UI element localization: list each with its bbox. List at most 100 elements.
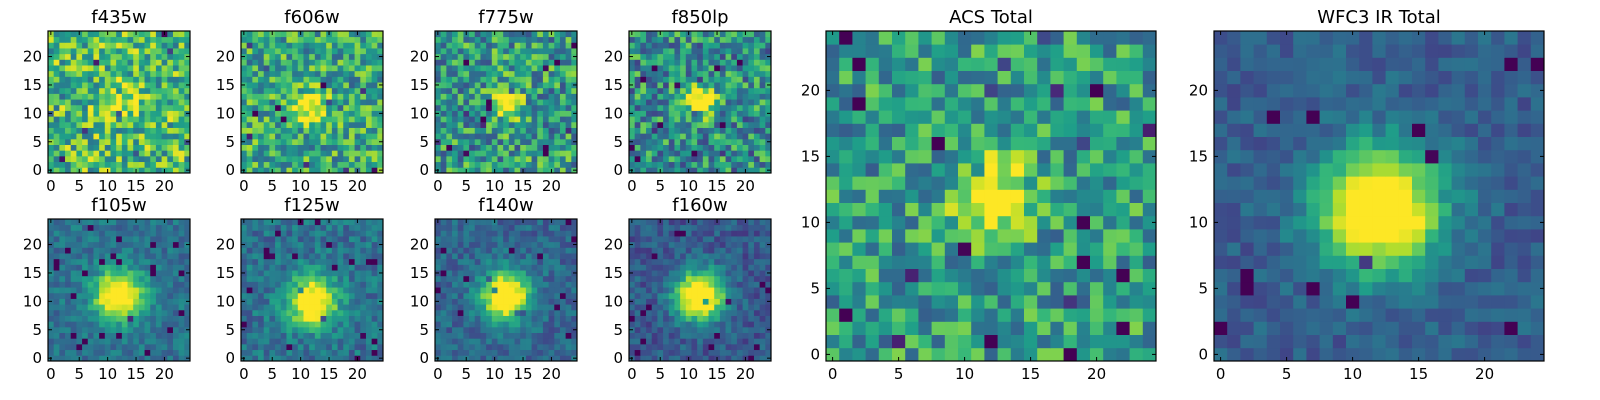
heatmap-cell: [691, 99, 698, 106]
heatmap-cell: [360, 292, 367, 299]
heatmap-cell: [138, 355, 145, 362]
heatmap-cell: [184, 264, 191, 271]
heatmap-cell: [469, 287, 476, 294]
heatmap-cell: [252, 253, 259, 260]
heatmap-cell: [269, 349, 276, 356]
heatmap-cell: [663, 99, 670, 106]
heatmap-cell: [725, 150, 732, 157]
heatmap-cell: [634, 53, 641, 60]
heatmap-cell: [469, 36, 476, 43]
heatmap-cell: [559, 326, 567, 333]
heatmap-cell: [331, 82, 338, 89]
heatmap-cell: [320, 138, 327, 145]
heatmap-cell: [121, 42, 128, 49]
heatmap-cell: [87, 127, 94, 134]
heatmap-cell: [53, 219, 60, 226]
heatmap-cell: [53, 241, 60, 248]
heatmap-cell: [150, 298, 157, 305]
heatmap-cell: [668, 155, 675, 163]
heatmap-cell: [309, 343, 316, 351]
heatmap-cell: [691, 332, 698, 339]
heatmap-cell: [87, 253, 94, 260]
heatmap-cell: [258, 270, 265, 277]
heatmap-cell: [657, 304, 664, 311]
heatmap-cell: [292, 53, 299, 60]
heatmap-cell: [65, 281, 72, 288]
heatmap-cell: [178, 116, 185, 123]
heatmap-cell: [497, 65, 504, 72]
heatmap-cell: [365, 321, 373, 328]
heatmap-cell: [286, 292, 293, 299]
heatmap-cell: [246, 116, 253, 123]
heatmap-cell: [263, 321, 270, 328]
heatmap-cell: [719, 99, 726, 106]
heatmap-cell: [759, 275, 766, 282]
heatmap-cell: [759, 309, 766, 316]
heatmap-cell: [121, 138, 128, 145]
heatmap-cell: [269, 230, 276, 237]
heatmap-cell: [508, 326, 515, 333]
heatmap-cell: [663, 116, 670, 123]
heatmap-cell: [59, 281, 66, 288]
heatmap-cell: [457, 127, 464, 134]
heatmap-cell: [377, 275, 384, 282]
heatmap-cell: [354, 343, 361, 351]
heatmap-cell: [127, 104, 134, 111]
heatmap-cell: [765, 133, 772, 140]
heatmap-cell: [331, 138, 338, 145]
heatmap-cell: [697, 326, 704, 333]
heatmap-cell: [554, 104, 561, 111]
heatmap-cell: [508, 93, 515, 100]
heatmap-cell: [263, 315, 270, 322]
heatmap-cell: [508, 144, 515, 151]
heatmap-cell: [337, 161, 344, 168]
heatmap-cell: [759, 321, 766, 328]
heatmap-cell: [303, 36, 310, 43]
heatmap-cell: [446, 298, 453, 305]
heatmap-cell: [525, 236, 532, 243]
heatmap-cell: [486, 355, 493, 362]
heatmap-cell: [486, 258, 493, 265]
heatmap-cell: [525, 304, 532, 311]
heatmap-cell: [559, 247, 567, 254]
heatmap-cell: [133, 270, 140, 277]
heatmap-cell: [759, 93, 766, 100]
heatmap-cell: [742, 99, 749, 106]
heatmap-cell: [286, 155, 293, 163]
heatmap-cell: [297, 236, 304, 243]
heatmap-cell: [93, 355, 100, 362]
heatmap-cell: [150, 332, 157, 339]
heatmap-cell: [640, 161, 647, 168]
heatmap-cell: [303, 121, 310, 128]
heatmap-cell: [714, 82, 721, 89]
heatmap-cell: [303, 315, 310, 322]
heatmap-cell: [548, 42, 555, 49]
heatmap-cell: [486, 321, 493, 328]
heatmap-cell: [435, 144, 442, 151]
heatmap-cell: [702, 304, 709, 311]
heatmap-cell: [286, 116, 293, 123]
heatmap-cell: [714, 161, 721, 168]
heatmap-cell: [275, 304, 282, 311]
heatmap-cell: [150, 258, 157, 265]
heatmap-cell: [337, 110, 344, 117]
heatmap-cell: [348, 304, 355, 311]
heatmap-cell: [565, 338, 572, 345]
heatmap-cell: [99, 241, 106, 248]
heatmap-cell: [365, 155, 373, 163]
heatmap-cell: [765, 349, 772, 356]
heatmap-cell: [82, 315, 89, 322]
heatmap-cell: [59, 31, 66, 38]
heatmap-cell: [446, 99, 453, 106]
heatmap-cell: [446, 53, 453, 60]
heatmap-cell: [634, 321, 641, 328]
heatmap-cell: [503, 150, 510, 157]
heatmap-cell: [753, 326, 761, 333]
heatmap-cell: [286, 321, 293, 328]
heatmap-cell: [748, 309, 755, 316]
heatmap-cell: [525, 155, 532, 163]
heatmap-cell: [548, 258, 555, 265]
heatmap-cell: [286, 298, 293, 305]
heatmap-cell: [99, 304, 106, 311]
